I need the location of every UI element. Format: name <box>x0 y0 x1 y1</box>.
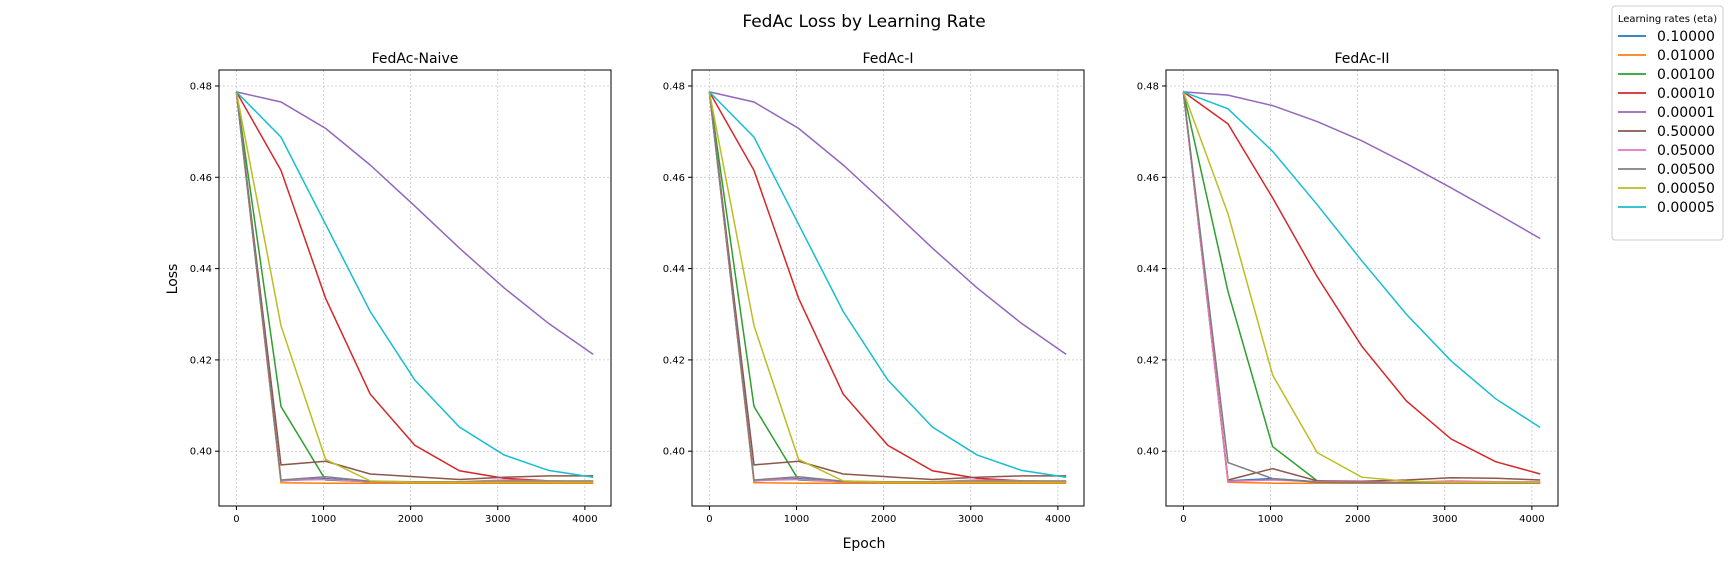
series-line-0.00500 <box>708 91 1067 483</box>
subplot-title: FedAc-II <box>1334 51 1389 67</box>
legend-entry: 0.00001 <box>1618 105 1715 121</box>
series-line-0.10000 <box>1182 91 1541 484</box>
y-tick-label: 0.40 <box>190 447 212 458</box>
series-line-0.50000 <box>1182 91 1541 483</box>
series-line-0.00050 <box>708 91 1067 484</box>
plot-frame <box>1165 69 1559 507</box>
legend-entry: 0.01000 <box>1618 48 1715 64</box>
legend-label: 0.05000 <box>1657 143 1715 159</box>
series-line-0.00010 <box>1182 91 1541 475</box>
x-tick-label: 1000 <box>1258 514 1283 525</box>
legend-entry: 0.00100 <box>1618 67 1715 83</box>
legend-title: Learning rates (eta) <box>1618 14 1717 25</box>
x-tick-label: 0 <box>233 514 239 525</box>
series-line-0.50000 <box>708 91 1067 481</box>
legend-label: 0.50000 <box>1657 124 1715 140</box>
y-tick-label: 0.42 <box>1137 355 1159 366</box>
x-tick-label: 4000 <box>1519 514 1544 525</box>
subplot-1: 0 1000 2000 3000 4000 0.40 0.42 0.44 0.46 0.48 Fed… <box>190 51 612 525</box>
series-line-0.00005 <box>708 91 1067 478</box>
series-line-0.00010 <box>235 91 594 483</box>
subplot-title: FedAc-I <box>863 51 914 67</box>
legend-label: 0.00005 <box>1657 200 1715 216</box>
series-line-0.00050 <box>235 91 594 484</box>
y-tick-label: 0.42 <box>663 355 685 366</box>
y-axis-label: Loss <box>165 264 181 295</box>
series-line-0.10000 <box>235 91 594 484</box>
legend-frame <box>1611 5 1724 241</box>
plot-frame <box>691 69 1085 507</box>
series-line-0.00001 <box>709 91 1067 356</box>
series-line-0.00001 <box>236 91 594 356</box>
legend: Learning rates (eta) 0.10000 0.01000 0.001… <box>1611 5 1724 241</box>
series-line-0.05000 <box>708 91 1067 484</box>
subplot-panels: 0 1000 2000 3000 4000 0.40 0.42 0.44 0.46 0.48 Fed… <box>190 51 1559 525</box>
legend-entry: 0.05000 <box>1618 143 1715 159</box>
legend-entry: 0.00005 <box>1618 200 1715 216</box>
series-line-0.00100 <box>1182 91 1541 484</box>
legend-label: 0.00001 <box>1657 105 1715 121</box>
y-tick-label: 0.40 <box>1137 447 1159 458</box>
series-line-0.01000 <box>235 91 594 484</box>
series-line-0.01000 <box>1182 91 1541 484</box>
series-line-0.00005 <box>1183 91 1541 429</box>
x-tick-label: 2000 <box>1345 514 1370 525</box>
x-axis-label: Epoch <box>843 536 886 552</box>
y-tick-label: 0.44 <box>1137 264 1159 275</box>
x-tick-label: 3000 <box>1432 514 1457 525</box>
x-tick-label: 4000 <box>572 514 597 525</box>
y-tick-label: 0.48 <box>190 81 212 92</box>
legend-entry: 0.10000 <box>1618 29 1715 45</box>
legend-entries: 0.10000 0.01000 0.00100 0.00010 0.00001 0.500… <box>1618 29 1715 216</box>
figure-title: FedAc Loss by Learning Rate <box>742 12 985 32</box>
series-line-0.05000 <box>1182 91 1541 484</box>
y-tick-label: 0.46 <box>190 173 212 184</box>
series-line-0.00500 <box>1182 91 1541 484</box>
series-line-0.10000 <box>708 91 1067 484</box>
legend-label: 0.10000 <box>1657 29 1715 45</box>
legend-label: 0.00100 <box>1657 67 1715 83</box>
x-tick-label: 3000 <box>485 514 510 525</box>
legend-label: 0.00500 <box>1657 162 1715 178</box>
plot-frame <box>218 69 612 507</box>
legend-entry: 0.00500 <box>1618 162 1715 178</box>
y-tick-label: 0.40 <box>663 447 685 458</box>
series-line-0.05000 <box>235 91 594 484</box>
x-tick-label: 4000 <box>1045 514 1070 525</box>
series-line-0.00100 <box>708 91 1067 484</box>
x-tick-label: 1000 <box>784 514 809 525</box>
y-tick-label: 0.48 <box>1137 81 1159 92</box>
legend-entry: 0.00010 <box>1618 86 1715 102</box>
series-line-0.01000 <box>708 91 1067 484</box>
series-line-0.00050 <box>1182 91 1541 484</box>
legend-label: 0.01000 <box>1657 48 1715 64</box>
y-tick-label: 0.48 <box>663 81 685 92</box>
series-line-0.00010 <box>708 91 1067 483</box>
x-tick-label: 2000 <box>871 514 896 525</box>
x-tick-label: 3000 <box>958 514 983 525</box>
y-tick-label: 0.42 <box>190 355 212 366</box>
subplot-3: 0 1000 2000 3000 4000 0.40 0.42 0.44 0.46 0.48 Fed… <box>1137 51 1559 525</box>
legend-label: 0.00050 <box>1657 181 1715 197</box>
x-tick-label: 1000 <box>311 514 336 525</box>
series-line-0.00005 <box>235 91 594 478</box>
legend-label: 0.00010 <box>1657 86 1715 102</box>
subplot-title: FedAc-Naive <box>372 51 459 67</box>
series-line-0.00001 <box>1183 91 1541 240</box>
subplot-2: 0 1000 2000 3000 4000 0.40 0.42 0.44 0.46 0.48 Fed… <box>663 51 1085 525</box>
legend-entry: 0.50000 <box>1618 124 1715 140</box>
series-line-0.50000 <box>235 91 594 481</box>
y-tick-label: 0.44 <box>190 264 212 275</box>
y-tick-label: 0.44 <box>663 264 685 275</box>
legend-entry: 0.00050 <box>1618 181 1715 197</box>
series-line-0.00500 <box>235 91 594 483</box>
x-tick-label: 2000 <box>398 514 423 525</box>
x-tick-label: 0 <box>1180 514 1186 525</box>
x-tick-label: 0 <box>706 514 712 525</box>
y-tick-label: 0.46 <box>1137 173 1159 184</box>
series-line-0.00100 <box>235 91 594 484</box>
y-tick-label: 0.46 <box>663 173 685 184</box>
